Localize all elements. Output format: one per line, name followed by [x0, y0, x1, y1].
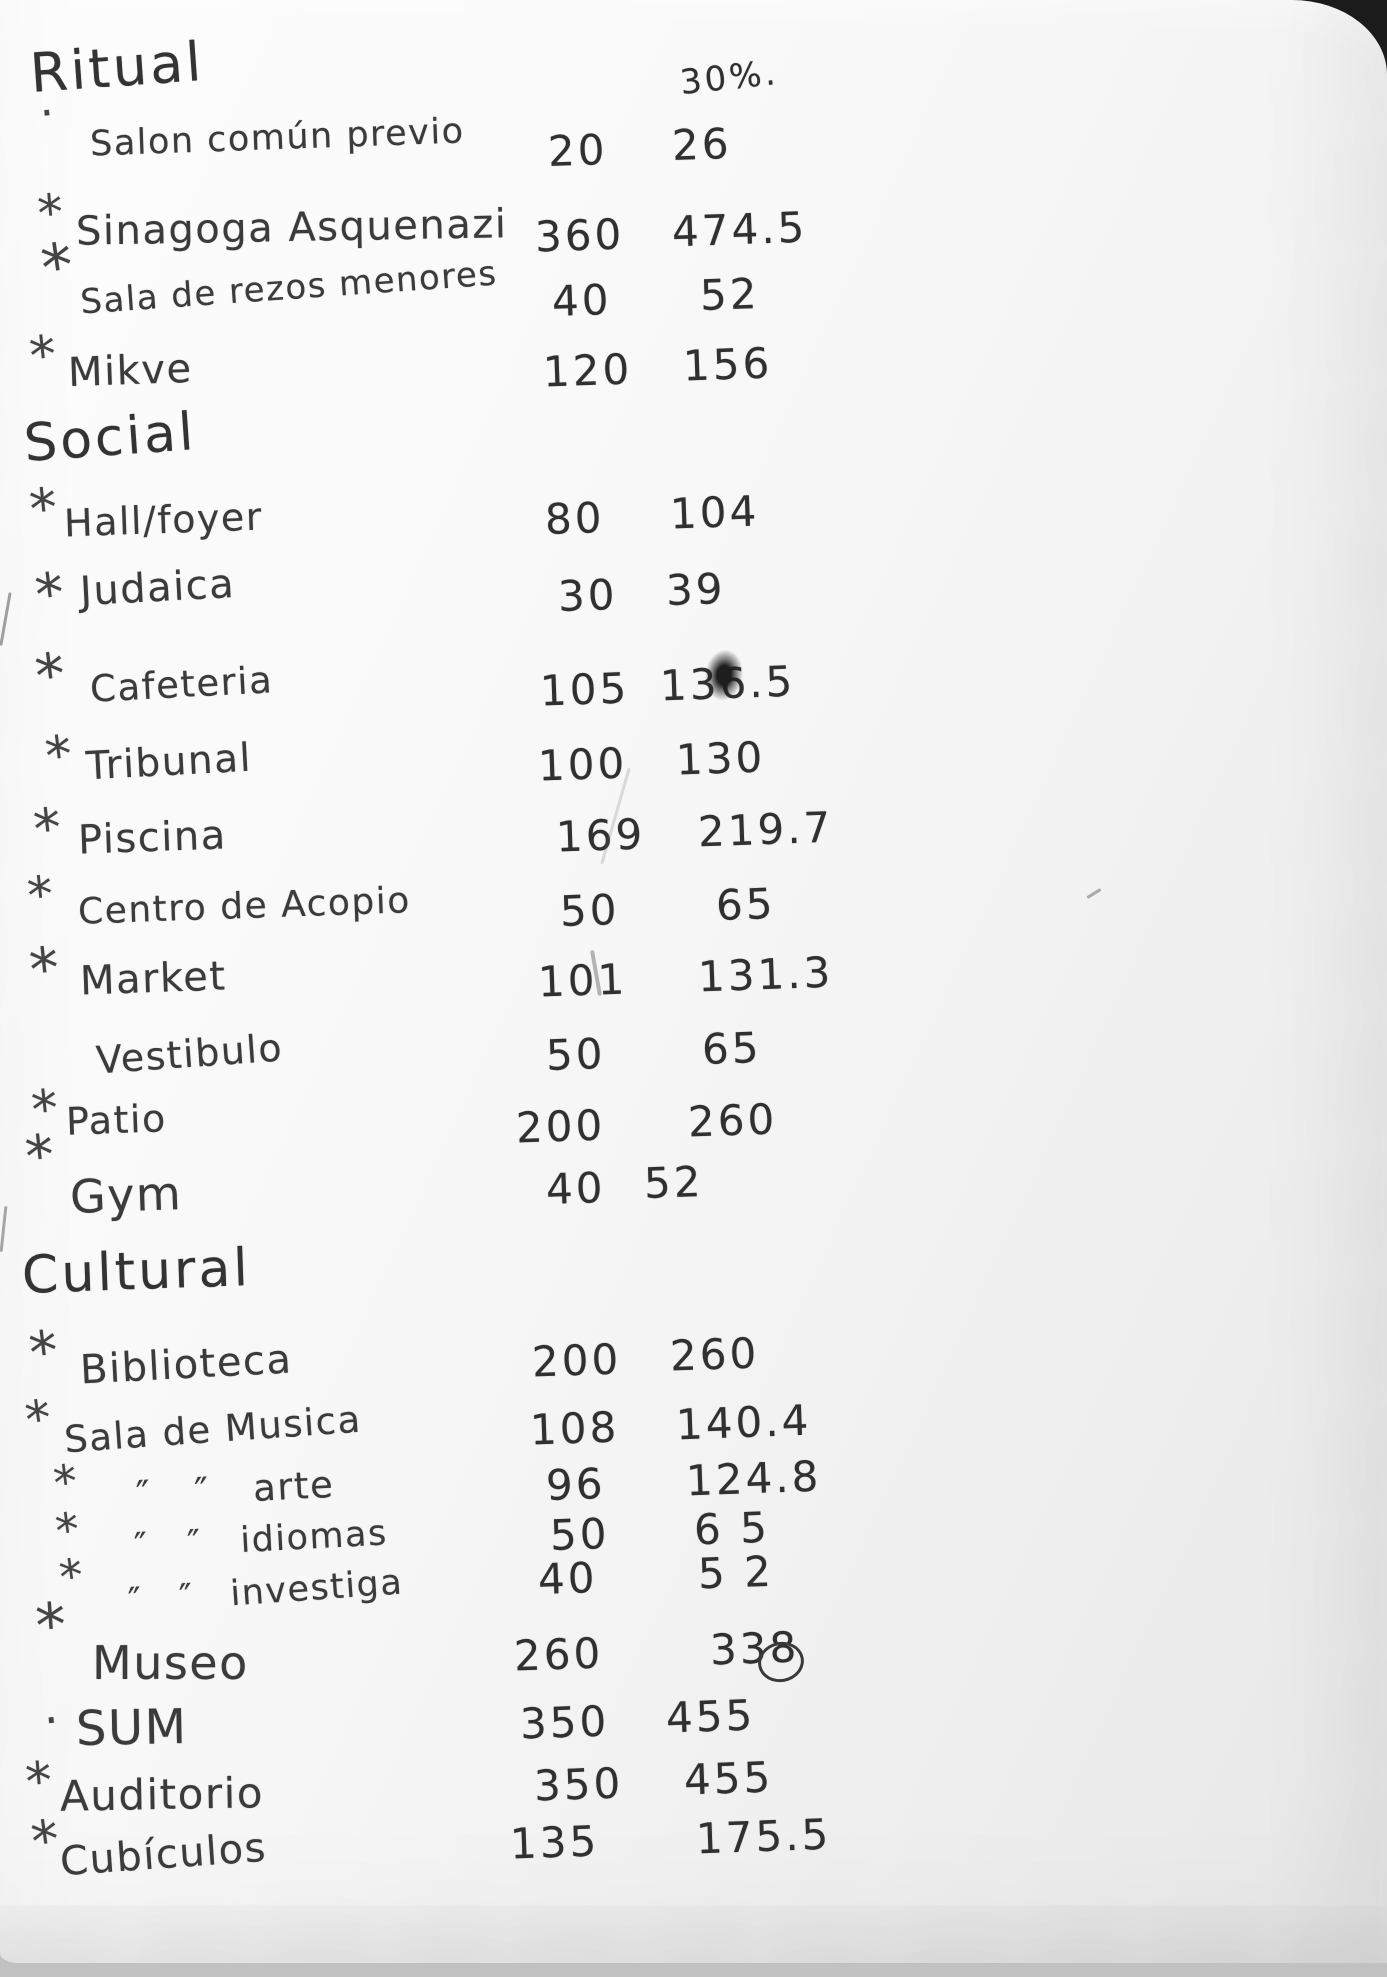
area-plus30-value-patio: 260	[687, 1094, 778, 1147]
row-label-auditorio: Auditorio	[59, 1768, 265, 1821]
area-plus30-value-biblioteca: 260	[669, 1328, 760, 1381]
area-plus30-value-sala-de-musica: 140.4	[675, 1395, 813, 1450]
row-label-judaica: Judaica	[78, 560, 237, 616]
asterisk-icon: *	[24, 864, 56, 926]
area-plus30-value-tribunal: 130	[675, 732, 766, 785]
row-label-salon-comun-previo: Salon común previo	[89, 111, 466, 165]
row-label-patio: Patio	[65, 1096, 168, 1144]
asterisk-icon: *	[32, 560, 68, 629]
row-label-museo: Museo	[92, 1636, 249, 1690]
section-title-cultural: Cultural	[21, 1238, 252, 1306]
area-value-cubiculos: 135	[509, 1816, 600, 1869]
area-plus30-value-piscina: 219.7	[697, 802, 835, 857]
area-value-piscina: 169	[555, 809, 646, 862]
row-label-vestibulo: Vestibulo	[94, 1025, 285, 1083]
area-value-sala-de-musica: 108	[529, 1402, 620, 1455]
row-label-sum: SUM	[75, 1699, 188, 1757]
area-value-market: 101	[537, 954, 628, 1007]
area-plus30-value-gym: 52	[643, 1156, 705, 1209]
asterisk-icon: *	[26, 933, 63, 1005]
asterisk-icon: *	[26, 1318, 62, 1387]
area-plus30-value-mikve: 156	[682, 338, 773, 391]
row-label-investiga: ″ ″ investiga	[126, 1562, 405, 1622]
row-label-biblioteca: Biblioteca	[78, 1336, 294, 1394]
row-label-hall-foyer: Hall/foyer	[63, 494, 264, 546]
row-label-mikve: Mikve	[67, 345, 194, 397]
row-label-centro-de-acopio: Centro de Acopio	[77, 880, 412, 933]
area-plus30-value-investiga: 5 2	[697, 1546, 775, 1599]
row-label-tribunal: Tribunal	[84, 735, 253, 790]
section-title-social: Social	[22, 402, 199, 474]
row-label-market: Market	[79, 953, 228, 1005]
area-plus30-value-market: 131.3	[697, 947, 835, 1002]
row-label-sala-de-musica: Sala de Musica	[62, 1397, 363, 1462]
area-value-centro-de-acopio: 50	[559, 884, 621, 937]
asterisk-icon: *	[42, 724, 76, 788]
area-plus30-value-vestibulo: 65	[701, 1022, 763, 1075]
stray-pencil-mark	[1086, 887, 1102, 900]
area-plus30-value-arte: 124.8	[685, 1451, 823, 1506]
area-value-tribunal: 100	[537, 738, 628, 791]
area-plus30-value-sinagoga-asquenazi: 474.5	[671, 202, 809, 257]
asterisk-icon: *	[22, 1122, 58, 1191]
area-value-biblioteca: 200	[531, 1334, 622, 1387]
area-plus30-value-centro-de-acopio: 65	[715, 878, 777, 931]
area-value-mikve: 120	[542, 344, 633, 397]
row-label-piscina: Piscina	[77, 812, 228, 864]
asterisk-icon: *	[27, 1807, 64, 1874]
area-plus30-value-hall-foyer: 104	[669, 486, 760, 539]
asterisk-icon: *	[26, 324, 60, 388]
area-value-salon-comun-previo: 20	[547, 124, 609, 177]
area-value-sala-de-rezos-menores: 40	[551, 274, 613, 327]
dot-bullet-icon: ·	[37, 87, 57, 140]
asterisk-icon: *	[30, 795, 65, 862]
asterisk-icon: *	[31, 639, 69, 711]
row-label-gym: Gym	[69, 1166, 184, 1224]
area-plus30-value-judaica: 39	[665, 563, 727, 616]
row-label-cafeteria: Cafeteria	[89, 658, 275, 711]
area-value-idiomas: 50	[549, 1508, 611, 1561]
area-value-judaica: 30	[557, 569, 619, 622]
row-label-cubiculos: Cubículos	[58, 1824, 269, 1886]
area-value-sinagoga-asquenazi: 360	[534, 209, 625, 262]
area-value-museo: 260	[513, 1628, 604, 1681]
area-plus30-value-sala-de-rezos-menores: 52	[699, 268, 761, 321]
dot-bullet-icon: ·	[41, 1692, 61, 1748]
asterisk-icon: *	[50, 1453, 81, 1511]
area-value-cafeteria: 105	[539, 663, 630, 716]
row-label-sala-de-rezos-menores: Sala de rezos menores	[79, 253, 499, 323]
stray-pencil-mark	[0, 1205, 8, 1253]
asterisk-icon: *	[22, 1388, 55, 1450]
asterisk-icon: *	[35, 183, 66, 243]
row-label-idiomas: ″ ″ idiomas	[133, 1513, 389, 1567]
area-plus30-value-salon-comun-previo: 26	[671, 118, 733, 171]
area-value-investiga: 40	[537, 1552, 599, 1605]
area-value-hall-foyer: 80	[544, 492, 606, 545]
area-value-auditorio: 350	[533, 1758, 624, 1811]
area-plus30-value-cubiculos: 175.5	[695, 1809, 833, 1864]
asterisk-icon: *	[26, 475, 61, 542]
asterisk-icon: *	[36, 228, 78, 305]
row-label-sinagoga-asquenazi: Sinagoga Asquenazi	[75, 201, 508, 255]
asterisk-icon: *	[56, 1547, 87, 1605]
area-value-patio: 200	[515, 1100, 606, 1153]
section-title-ritual: Ritual	[28, 30, 207, 105]
stray-pencil-mark	[0, 592, 12, 646]
area-value-arte: 96	[545, 1458, 607, 1511]
area-plus30-value-auditorio: 455	[683, 1752, 774, 1805]
asterisk-icon: *	[33, 1590, 69, 1662]
area-value-gym: 40	[545, 1162, 607, 1215]
row-label-arte: ″ ″ arte	[135, 1462, 336, 1517]
asterisk-icon: *	[23, 1750, 55, 1814]
area-plus30-value-sum: 455	[665, 1690, 756, 1743]
area-value-sum: 350	[519, 1696, 610, 1749]
percent-column-header: 30%.	[678, 52, 781, 104]
asterisk-icon: *	[52, 1501, 83, 1559]
area-value-vestibulo: 50	[545, 1028, 607, 1081]
